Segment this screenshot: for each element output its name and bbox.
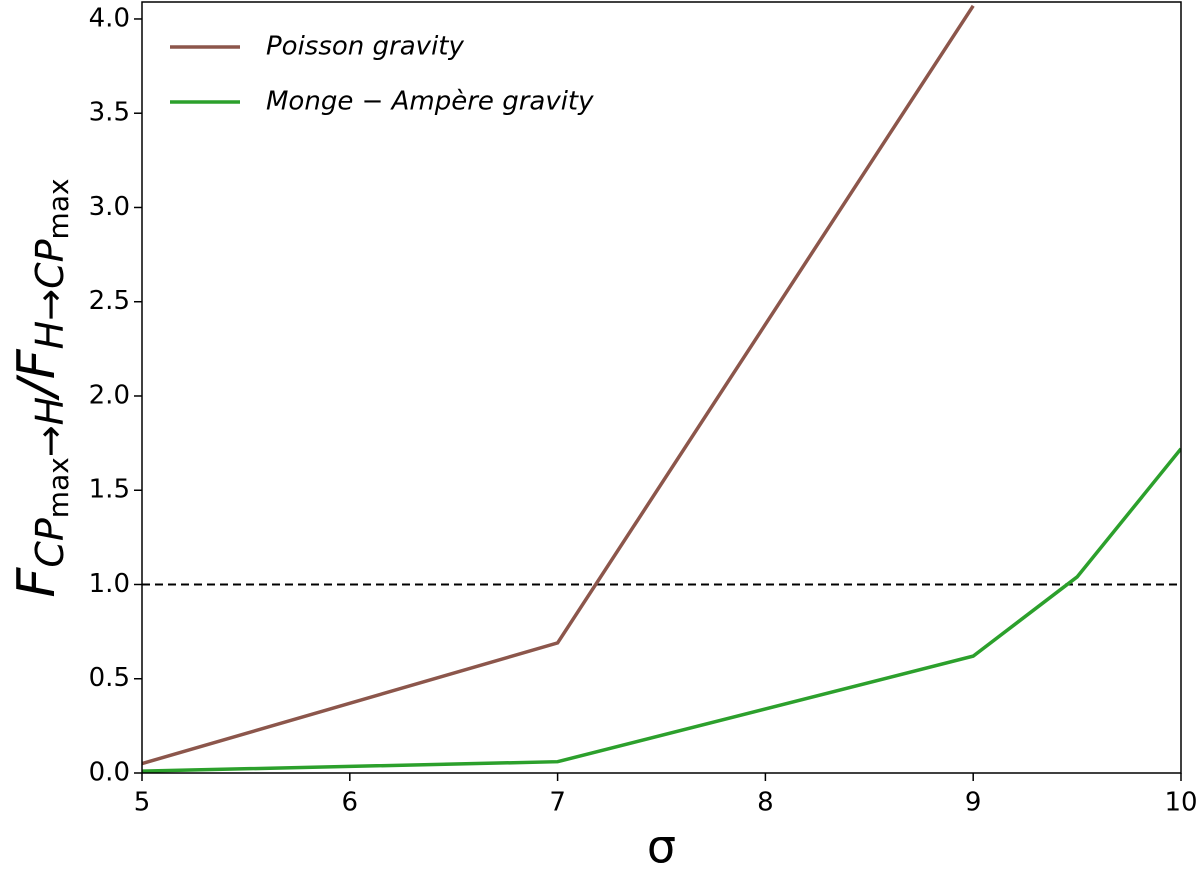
y-tick-label: 2.5 (89, 286, 130, 316)
y-axis-label-part: CP (28, 518, 72, 568)
y-tick-label: 3.5 (89, 98, 130, 128)
y-tick-label: 0.5 (89, 663, 130, 693)
y-tick-label: 2.0 (89, 380, 130, 410)
x-tick-label: 5 (134, 788, 151, 818)
y-axis-label-part: →H (28, 397, 72, 457)
legend-label: Monge − Ampère gravity (266, 87, 594, 117)
y-axis-label: FCPmax→H/FH→CPmax (7, 178, 75, 597)
y-tick-label: 4.0 (89, 3, 130, 33)
y-axis-label-part: F (7, 567, 67, 598)
y-axis-label-part: max (42, 178, 75, 239)
y-axis-label-part: H→CP (28, 239, 72, 349)
series-line (142, 447, 1181, 773)
x-axis-label: σ (647, 820, 676, 874)
x-tick-label: 10 (1164, 788, 1197, 818)
y-tick-label: 3.0 (89, 192, 130, 222)
series-line (142, 4, 975, 766)
legend-label: Poisson gravity (266, 32, 464, 62)
x-tick-label: 8 (757, 788, 774, 818)
plot-frame (141, 1, 1182, 774)
x-tick-label: 9 (965, 788, 982, 818)
y-tick-label: 1.5 (89, 475, 130, 505)
x-tick-label: 7 (549, 788, 566, 818)
y-tick-label: 0.0 (89, 758, 130, 788)
y-axis-label-part: /F (7, 348, 67, 401)
y-tick-label: 1.0 (89, 569, 130, 599)
y-axis-label-part: max (42, 457, 75, 518)
x-tick-label: 6 (342, 788, 359, 818)
